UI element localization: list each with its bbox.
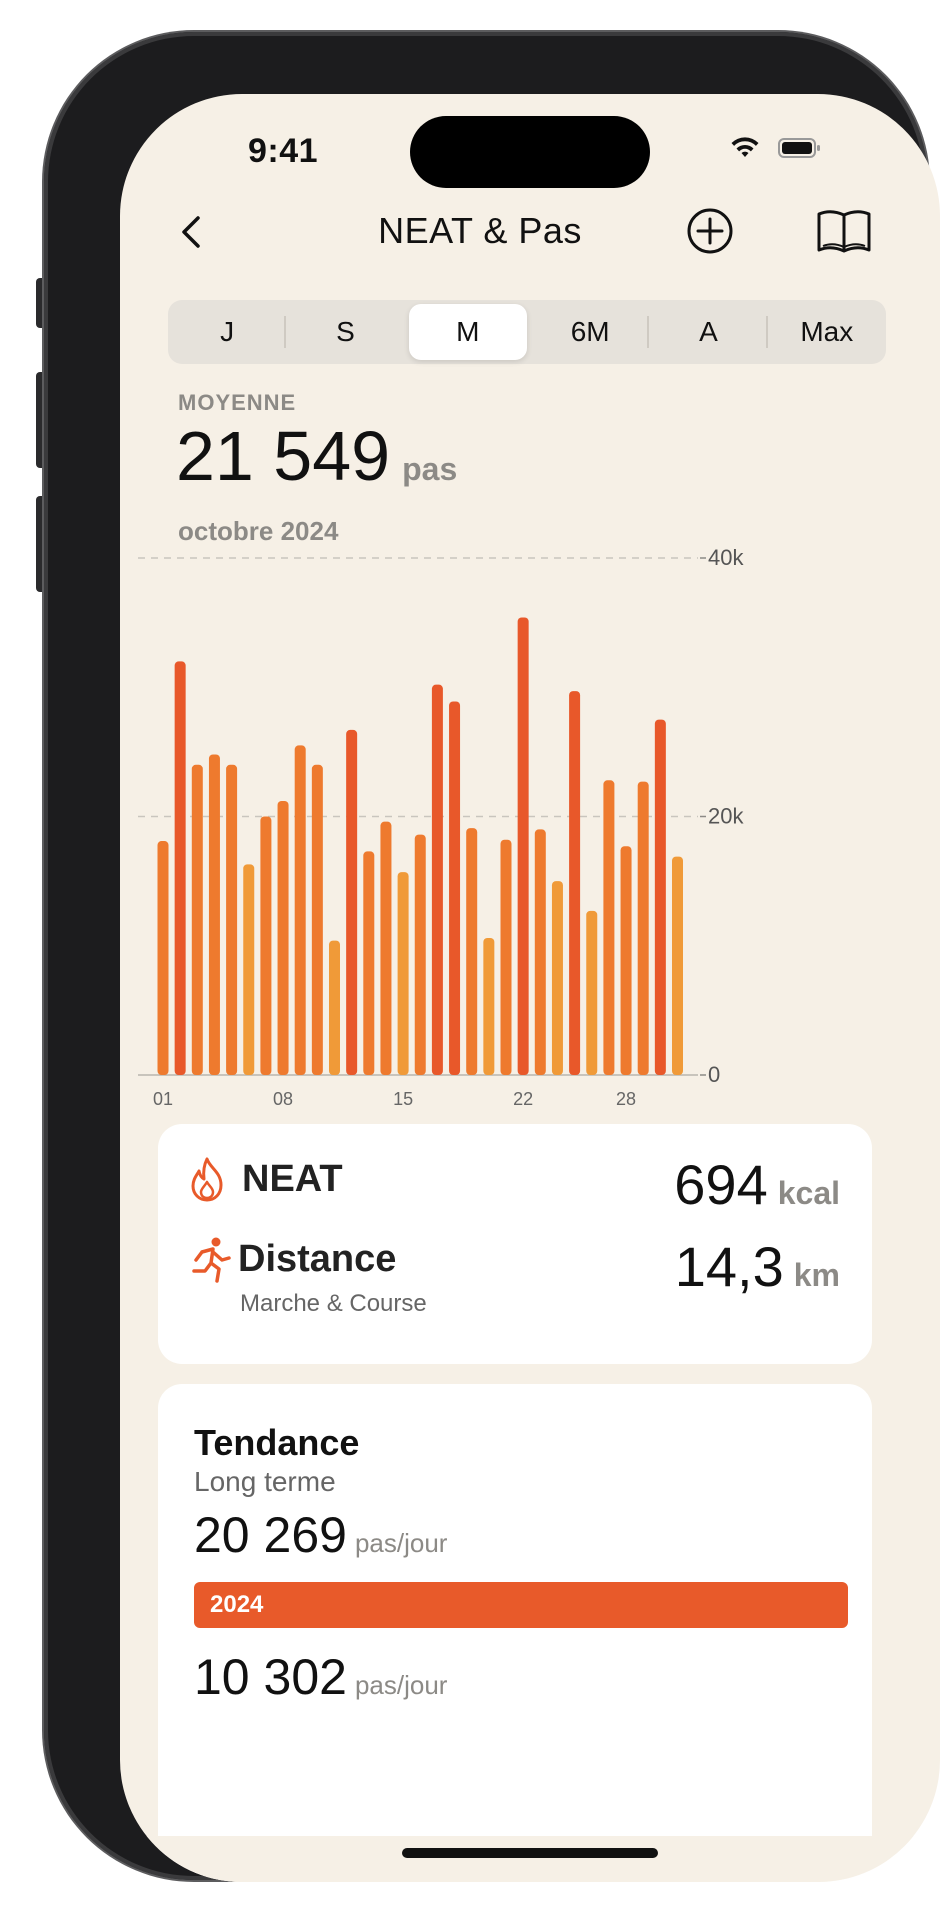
chart-bar bbox=[311, 764, 323, 1075]
chart-bar bbox=[243, 864, 255, 1075]
distance-value: 14,3 bbox=[674, 1235, 784, 1298]
dynamic-island bbox=[410, 116, 650, 188]
y-tick-label: 40k bbox=[708, 545, 744, 570]
x-tick-label: 28 bbox=[616, 1089, 636, 1109]
summary-period: octobre 2024 bbox=[178, 516, 339, 546]
x-tick-label: 08 bbox=[273, 1089, 293, 1109]
chart-bar bbox=[294, 745, 306, 1075]
chart-bar bbox=[483, 937, 495, 1075]
trend-card[interactable]: Tendance Long terme 20 269 pas/jour 2024… bbox=[158, 1384, 872, 1882]
page-title: NEAT & Pas bbox=[378, 210, 582, 251]
volume-down-button bbox=[36, 496, 46, 592]
status-icons bbox=[730, 136, 822, 160]
runner-icon bbox=[192, 1237, 231, 1283]
chart-bar bbox=[346, 729, 358, 1075]
home-area bbox=[120, 1836, 940, 1882]
chart-bar bbox=[517, 617, 529, 1075]
segment-max[interactable]: Max bbox=[800, 316, 854, 347]
chart-bar bbox=[397, 872, 409, 1075]
trend-title: Tendance bbox=[194, 1422, 360, 1463]
segment-day[interactable]: J bbox=[168, 300, 287, 364]
chart-bar bbox=[414, 834, 426, 1075]
volume-up-button bbox=[36, 372, 46, 468]
trend-unit: pas/jour bbox=[354, 1528, 448, 1558]
chart-bar bbox=[260, 816, 272, 1075]
action-button bbox=[36, 278, 46, 328]
chart-bar bbox=[174, 661, 186, 1075]
chart-bar bbox=[672, 856, 683, 1075]
period-segmented-control: J S M 6M A Max bbox=[168, 300, 886, 364]
chart-bar bbox=[329, 940, 340, 1075]
chart-bar bbox=[449, 701, 461, 1075]
screen: 9:41 NEAT & Pas bbox=[120, 94, 940, 1882]
chart-bar bbox=[363, 851, 375, 1075]
y-tick-label: 20k bbox=[708, 804, 744, 829]
chart-bar bbox=[534, 829, 546, 1075]
x-tick-label: 01 bbox=[153, 1089, 173, 1109]
trend-subtitle: Long terme bbox=[194, 1466, 336, 1497]
chart-bar bbox=[551, 881, 563, 1075]
neat-label: NEAT bbox=[242, 1158, 343, 1200]
flame-icon bbox=[191, 1157, 223, 1202]
chart-bar bbox=[569, 691, 581, 1075]
chart-bar bbox=[500, 839, 512, 1075]
distance-unit: km bbox=[793, 1257, 840, 1293]
distance-label: Distance bbox=[238, 1238, 397, 1280]
summary-value: 21 549 bbox=[176, 417, 391, 495]
neat-distance-card[interactable]: NEAT 694 kcal Distance Marche & Course 1… bbox=[158, 1124, 872, 1364]
trend-year-bar: 2024 bbox=[194, 1582, 848, 1628]
distance-metric: 14,3 km bbox=[675, 1234, 840, 1299]
x-tick-label: 15 bbox=[393, 1089, 413, 1109]
chart-bar bbox=[226, 764, 238, 1075]
summary-unit: pas bbox=[402, 451, 458, 487]
y-tick-label: 0 bbox=[708, 1062, 720, 1087]
chart-bar bbox=[157, 841, 169, 1075]
chart-bar bbox=[654, 719, 666, 1075]
phone-frame: 9:41 NEAT & Pas bbox=[44, 32, 940, 1882]
x-tick-label: 22 bbox=[513, 1089, 533, 1109]
chart-bar bbox=[380, 821, 392, 1075]
segment-year[interactable]: A bbox=[649, 300, 768, 364]
chart-bar bbox=[620, 846, 632, 1075]
summary-value-row: 21 549 pas bbox=[176, 416, 457, 496]
segment-month[interactable]: M bbox=[408, 304, 527, 360]
home-indicator[interactable] bbox=[402, 1848, 658, 1858]
trend-value: 20 269 bbox=[194, 1507, 347, 1563]
trend-value-row-2: 10 302 pas/jour bbox=[194, 1648, 447, 1706]
chart-bar bbox=[277, 800, 289, 1075]
chart-bar bbox=[586, 910, 598, 1075]
segment-week[interactable]: S bbox=[336, 316, 355, 347]
plus-circle-icon[interactable] bbox=[685, 206, 735, 256]
neat-metric: 694 kcal bbox=[674, 1152, 840, 1217]
battery-icon bbox=[778, 138, 820, 158]
trend-unit-2: pas/jour bbox=[354, 1670, 448, 1700]
chart-bar bbox=[637, 781, 649, 1075]
status-time: 9:41 bbox=[248, 132, 319, 170]
chart-bar bbox=[431, 684, 443, 1075]
chart-bar bbox=[603, 780, 615, 1075]
distance-subtitle: Marche & Course bbox=[240, 1290, 427, 1317]
summary-label: MOYENNE bbox=[178, 390, 297, 415]
book-icon[interactable] bbox=[815, 206, 873, 256]
neat-unit: kcal bbox=[777, 1175, 840, 1211]
chart-bar bbox=[191, 764, 203, 1075]
trend-value-row: 20 269 pas/jour bbox=[194, 1506, 447, 1564]
wifi-icon bbox=[731, 137, 759, 157]
chart-bar bbox=[208, 754, 220, 1075]
trend-value-2: 10 302 bbox=[194, 1649, 347, 1705]
steps-bar-chart[interactable]: 0 20k 40k 01 08 15 22 28 bbox=[120, 534, 940, 1134]
neat-value: 694 bbox=[674, 1153, 768, 1216]
segment-6-months[interactable]: 6M bbox=[531, 300, 650, 364]
chart-bar bbox=[466, 828, 478, 1075]
chevron-left-icon[interactable] bbox=[172, 212, 212, 252]
